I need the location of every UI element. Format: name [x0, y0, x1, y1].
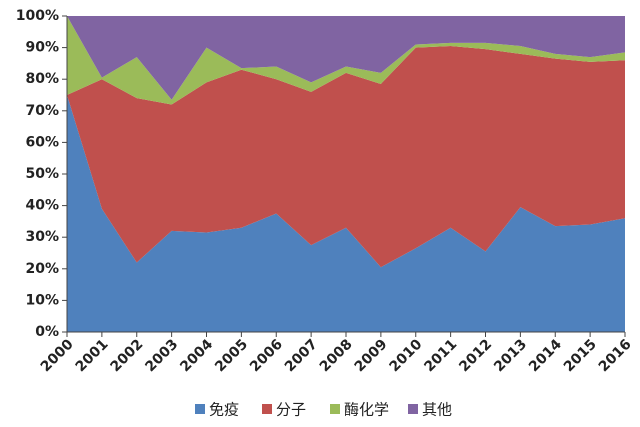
y-tick-label: 20% [25, 261, 59, 277]
x-tick-label: 2002 [108, 336, 147, 375]
x-tick-label: 2007 [282, 336, 321, 375]
legend-label: 酶化学 [344, 401, 389, 419]
x-tick-label: 2008 [317, 336, 356, 375]
x-tick-label: 2013 [491, 336, 530, 375]
y-tick-label: 60% [25, 134, 59, 150]
x-tick-label: 2006 [247, 336, 286, 375]
area [67, 16, 625, 105]
y-tick-label: 10% [25, 292, 59, 308]
y-tick-label: 100% [16, 8, 59, 24]
legend-label: 其他 [422, 401, 452, 419]
x-tick-label: 2014 [526, 336, 565, 375]
x-tick-label: 2009 [352, 336, 391, 375]
y-tick-label: 0% [35, 324, 59, 340]
legend-label: 分子 [276, 401, 306, 419]
legend-label: 免疫 [209, 401, 239, 419]
y-tick-label: 50% [25, 166, 59, 182]
x-tick-label: 2000 [38, 336, 77, 375]
legend-swatch [408, 404, 418, 414]
x-tick-label: 2011 [421, 336, 460, 375]
x-tick-label: 2016 [596, 336, 635, 375]
area [67, 16, 625, 100]
area [67, 46, 625, 268]
x-tick-label: 2015 [561, 336, 600, 375]
x-tick-label: 2010 [387, 336, 426, 375]
area [67, 95, 625, 332]
y-tick-label: 70% [25, 103, 59, 119]
legend-swatch [262, 404, 272, 414]
legend-swatch [330, 404, 340, 414]
y-tick-label: 90% [25, 40, 59, 56]
y-tick-label: 30% [25, 229, 59, 245]
x-tick-label: 2004 [177, 336, 216, 375]
y-tick-label: 80% [25, 71, 59, 87]
x-tick-label: 2005 [212, 336, 251, 375]
y-tick-label: 40% [25, 198, 59, 214]
x-tick-label: 2001 [73, 336, 112, 375]
x-tick-label: 2012 [456, 336, 495, 375]
legend-swatch [195, 404, 205, 414]
x-tick-label: 2003 [142, 336, 181, 375]
